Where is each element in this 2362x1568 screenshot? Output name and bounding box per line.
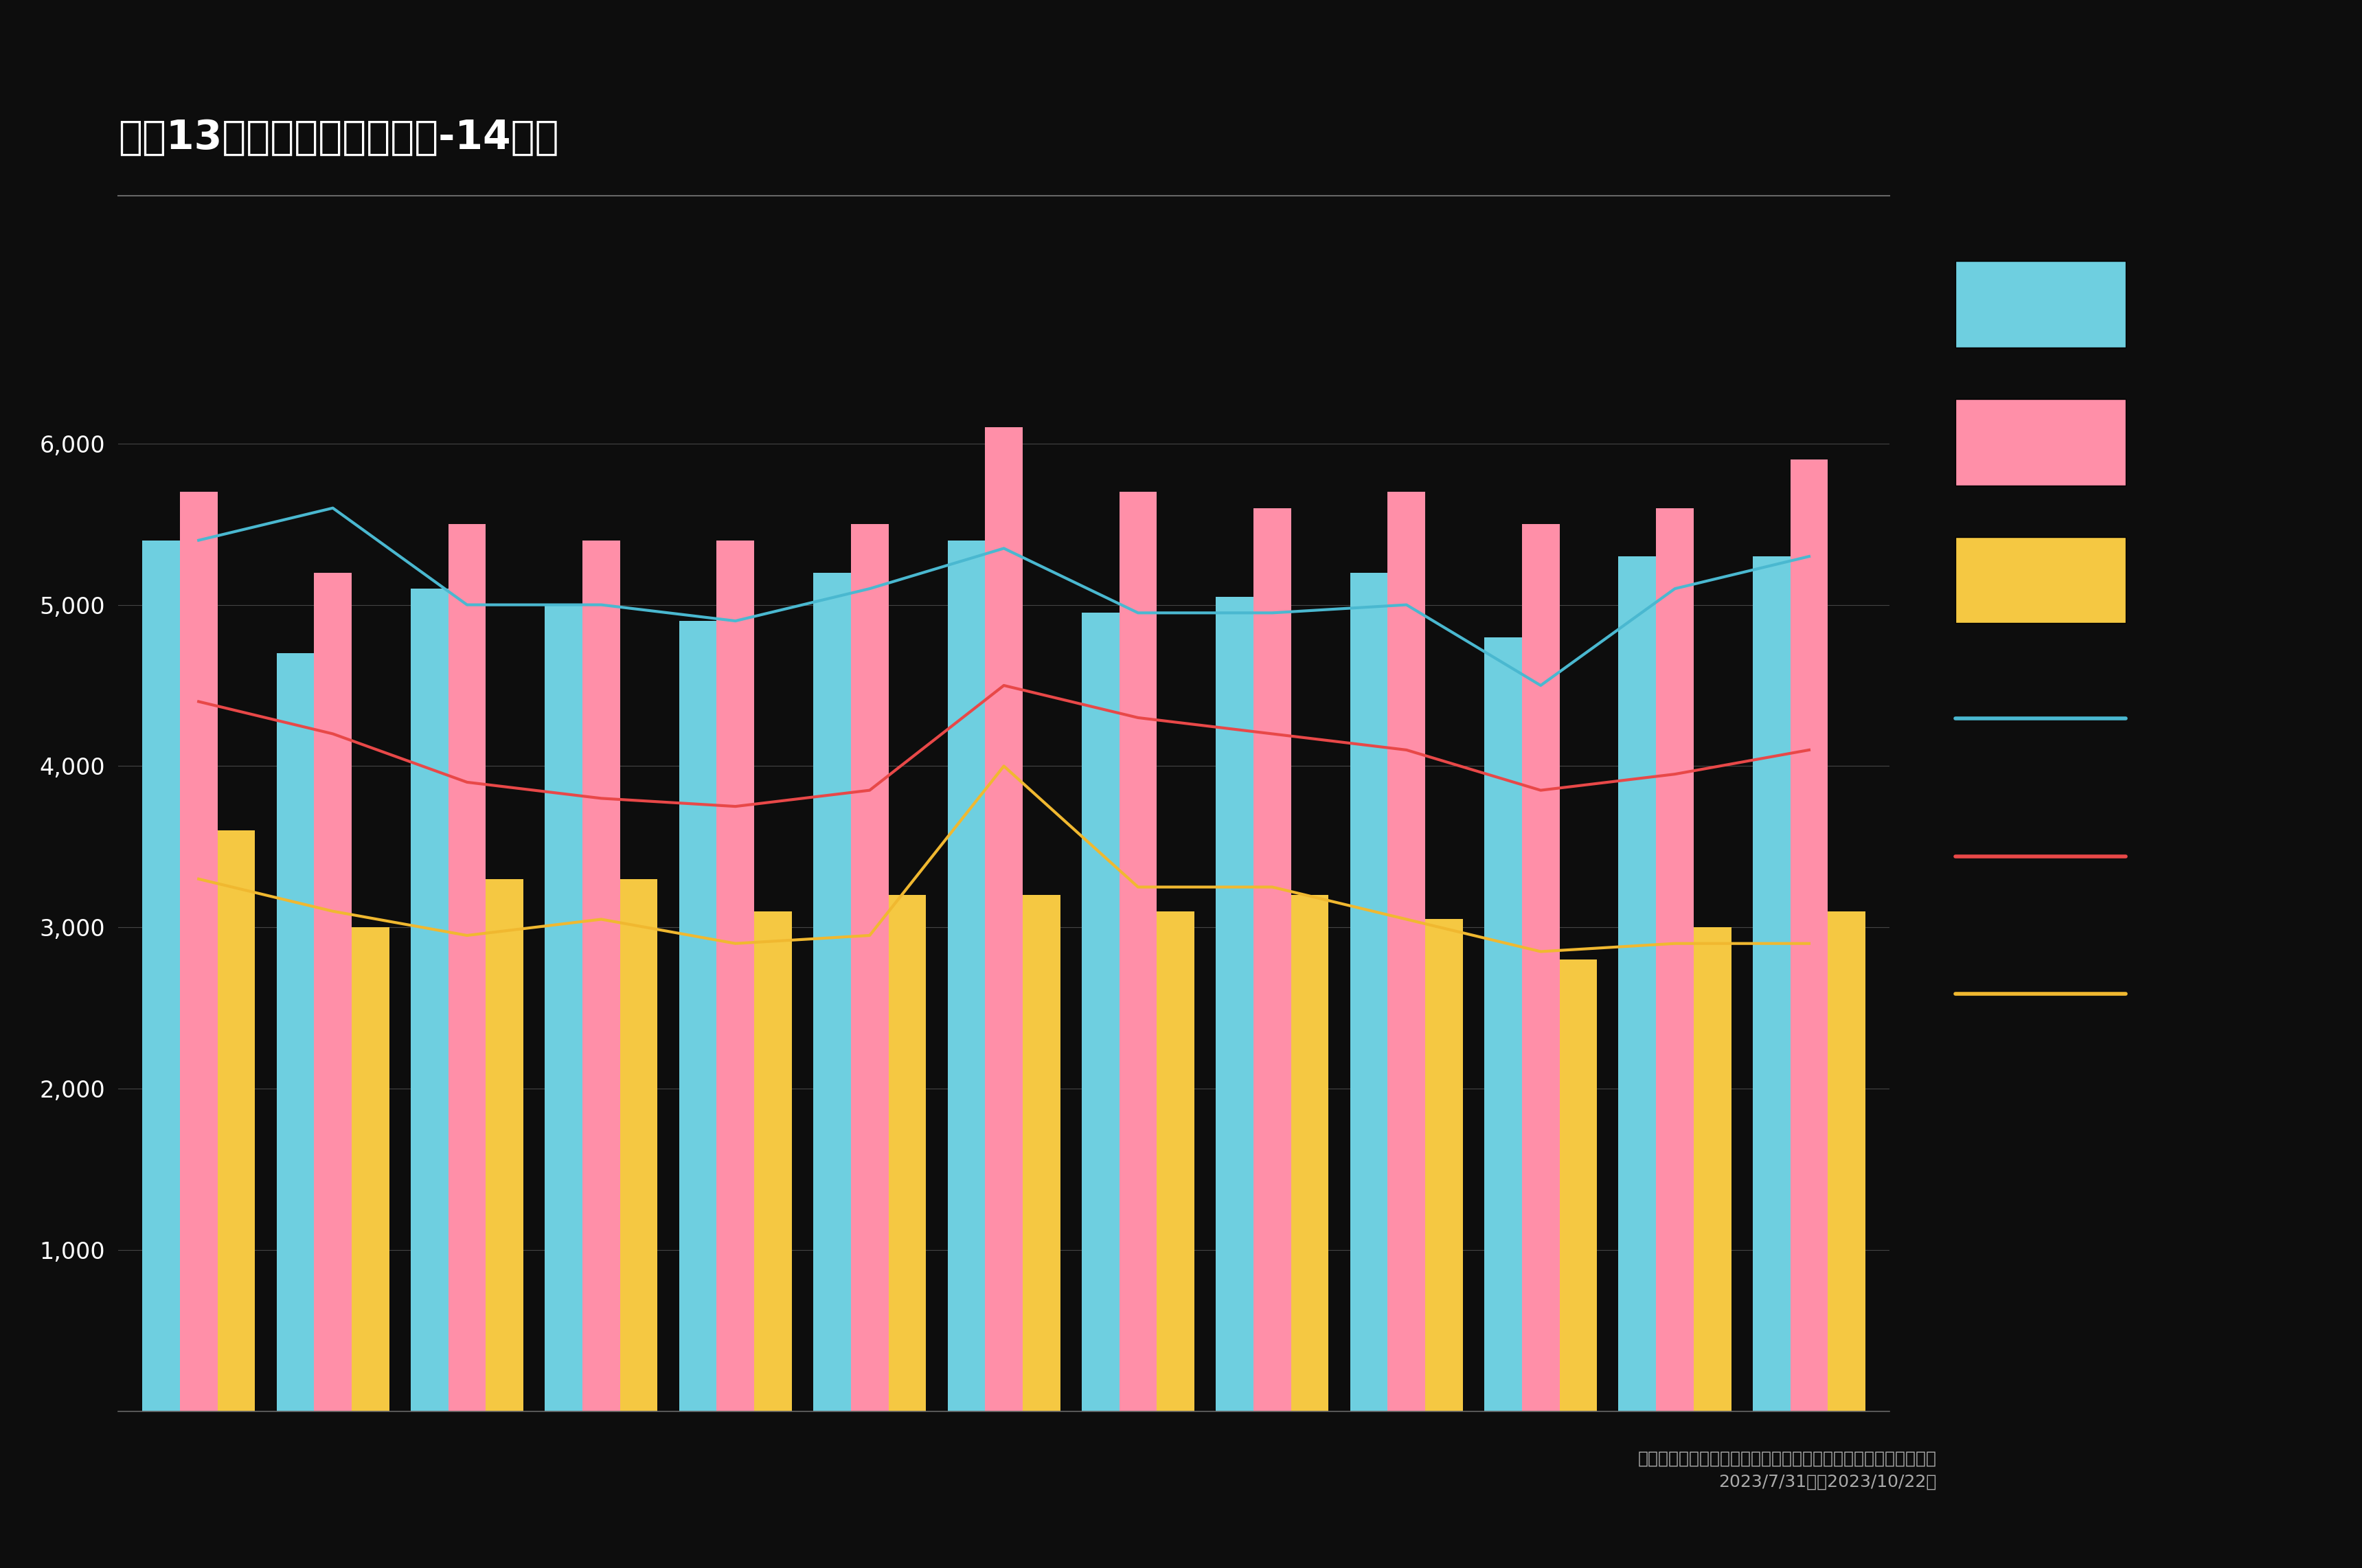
Bar [680, 621, 716, 1411]
FancyBboxPatch shape [1956, 538, 2126, 624]
Bar [1753, 557, 1790, 1411]
Bar [716, 541, 753, 1411]
Bar [1389, 492, 1424, 1411]
Bar [850, 524, 888, 1411]
Bar [1559, 960, 1597, 1411]
Bar [621, 880, 657, 1411]
Text: データ：モバイル空間統計（国内人口分布統計）リアルタイム版
2023/7/31週～2023/10/22週: データ：モバイル空間統計（国内人口分布統計）リアルタイム版 2023/7/31週… [1639, 1450, 1937, 1490]
Bar [1618, 557, 1656, 1411]
Bar [1828, 911, 1866, 1411]
Bar [276, 654, 314, 1411]
Bar [1351, 572, 1389, 1411]
Bar [1790, 459, 1828, 1411]
Bar [813, 572, 850, 1411]
Bar [1120, 492, 1157, 1411]
Bar [1521, 524, 1559, 1411]
Bar [314, 572, 352, 1411]
Bar [985, 428, 1023, 1411]
Bar [888, 895, 926, 1411]
Bar [1082, 613, 1120, 1411]
Bar [352, 927, 390, 1411]
Bar [947, 541, 985, 1411]
Text: 直近13週の人口推移　休日‐14時台: 直近13週の人口推移 休日‐14時台 [118, 118, 560, 157]
Bar [753, 911, 791, 1411]
Bar [1483, 637, 1521, 1411]
Bar [142, 541, 180, 1411]
Bar [1292, 895, 1327, 1411]
Bar [1216, 597, 1254, 1411]
Bar [180, 492, 217, 1411]
Bar [546, 605, 583, 1411]
Bar [217, 831, 255, 1411]
Bar [449, 524, 487, 1411]
Bar [1023, 895, 1061, 1411]
Bar [583, 541, 619, 1411]
Bar [1656, 508, 1694, 1411]
Bar [1157, 911, 1195, 1411]
Bar [1254, 508, 1292, 1411]
Bar [1694, 927, 1731, 1411]
Bar [1424, 919, 1462, 1411]
Bar [411, 588, 449, 1411]
FancyBboxPatch shape [1956, 260, 2126, 347]
Bar [487, 880, 524, 1411]
FancyBboxPatch shape [1956, 400, 2126, 486]
